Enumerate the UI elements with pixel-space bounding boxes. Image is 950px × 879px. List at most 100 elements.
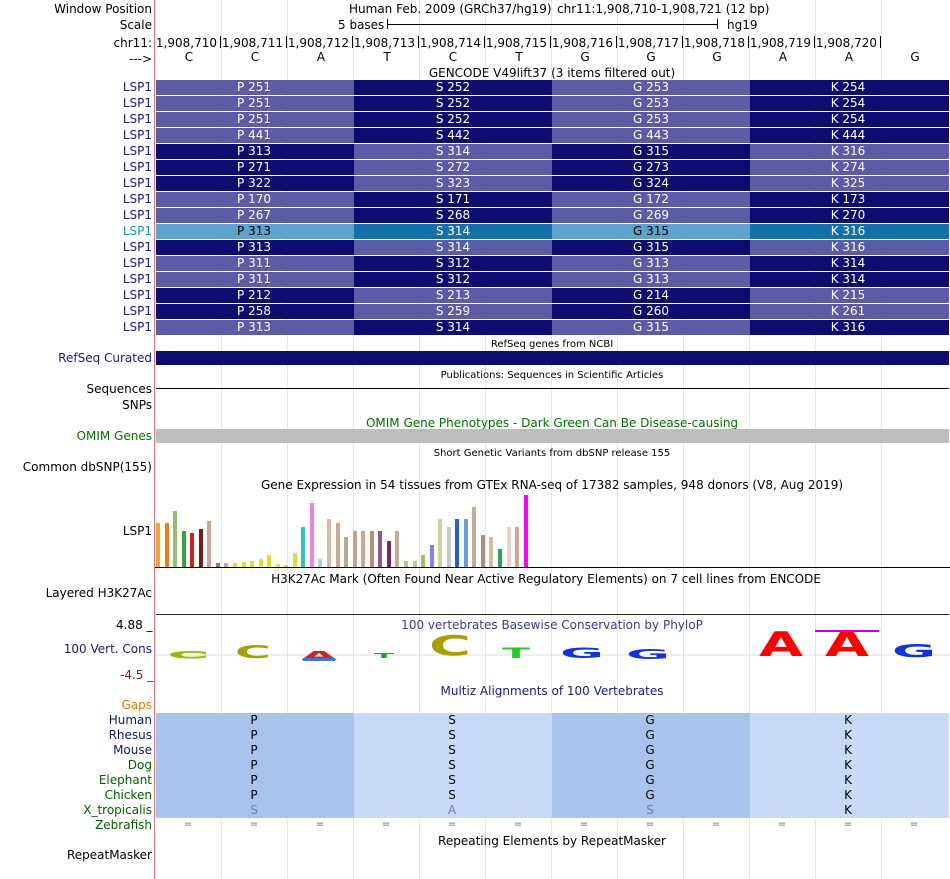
gtex-tissue-bar[interactable] [301, 527, 306, 567]
codon-segment[interactable]: G 253 [552, 80, 750, 95]
multiz-species-label[interactable]: Elephant [98, 773, 152, 787]
codon-segment[interactable]: P 251 [156, 80, 354, 95]
codon-segment[interactable]: G 260 [552, 304, 750, 319]
codon-segment[interactable]: K 274 [750, 160, 949, 175]
gtex-tissue-bar[interactable] [489, 537, 494, 567]
codon-segment[interactable]: G 269 [552, 208, 750, 223]
assembly-title[interactable]: Human Feb. 2009 (GRCh37/hg19) [349, 2, 552, 16]
multiz-species-label[interactable]: Zebrafish [95, 818, 152, 832]
gtex-tissue-bar[interactable] [429, 545, 434, 567]
codon-segment[interactable]: S 314 [354, 320, 552, 335]
multiz-species-label[interactable]: X_tropicalis [83, 803, 152, 817]
codon-segment[interactable]: G 315 [552, 240, 750, 255]
gtex-tissue-bar[interactable] [369, 531, 374, 567]
codon-segment[interactable]: S 252 [354, 96, 552, 111]
codon-segment[interactable]: P 258 [156, 304, 354, 319]
codon-segment[interactable]: G 313 [552, 256, 750, 271]
snps-label[interactable]: SNPs [122, 398, 152, 412]
codon-segment[interactable]: P 251 [156, 96, 354, 111]
gencode-gene-label[interactable]: LSP1 [122, 144, 152, 158]
codon-segment[interactable]: G 443 [552, 128, 750, 143]
gtex-expression-bars[interactable] [155, 490, 950, 567]
codon-segment[interactable]: S 252 [354, 80, 552, 95]
gtex-tissue-bar[interactable] [455, 519, 460, 567]
codon-segment[interactable]: S 252 [354, 112, 552, 127]
gtex-tissue-bar[interactable] [164, 523, 169, 567]
codon-segment[interactable]: G 253 [552, 96, 750, 111]
codon-segment[interactable]: P 170 [156, 192, 354, 207]
dbsnp-label[interactable]: Common dbSNP(155) [22, 460, 152, 474]
codon-segment[interactable]: K 254 [750, 96, 949, 111]
gencode-gene-label[interactable]: LSP1 [122, 272, 152, 286]
codon-segment[interactable]: P 322 [156, 176, 354, 191]
gtex-tissue-bar[interactable] [190, 533, 195, 567]
gencode-gene-label[interactable]: LSP1 [122, 288, 152, 302]
repeatmasker-track-title[interactable]: Repeating Elements by RepeatMasker [438, 834, 666, 848]
gtex-tissue-bar[interactable] [232, 563, 237, 567]
gencode-gene-label[interactable]: LSP1 [122, 80, 152, 94]
multiz-species-label[interactable]: Chicken [104, 788, 152, 802]
codon-segment[interactable]: G 253 [552, 112, 750, 127]
multiz-species-label[interactable]: Rhesus [108, 728, 152, 742]
codon-segment[interactable]: S 314 [354, 240, 552, 255]
gtex-tissue-bar[interactable] [361, 531, 366, 567]
multiz-species-label[interactable]: Mouse [113, 743, 152, 757]
codon-segment[interactable]: P 313 [156, 144, 354, 159]
gtex-tissue-bar[interactable] [267, 555, 272, 567]
gencode-gene-label[interactable]: LSP1 [122, 128, 152, 142]
codon-segment[interactable]: G 315 [552, 144, 750, 159]
dbsnp-track-title[interactable]: Short Genetic Variants from dbSNP releas… [433, 448, 671, 459]
gtex-tissue-bar[interactable] [352, 531, 357, 567]
codon-segment[interactable]: G 313 [552, 272, 750, 287]
codon-segment[interactable]: K 444 [750, 128, 949, 143]
codon-segment[interactable]: K 254 [750, 112, 949, 127]
codon-segment[interactable]: G 214 [552, 288, 750, 303]
gencode-gene-label[interactable]: LSP1 [122, 224, 152, 238]
h3k27ac-label[interactable]: Layered H3K27Ac [45, 586, 152, 600]
codon-segment[interactable]: S 442 [354, 128, 552, 143]
omim-label[interactable]: OMIM Genes [76, 429, 152, 443]
gtex-tissue-bar[interactable] [181, 531, 186, 567]
gencode-gene-label[interactable]: LSP1 [122, 112, 152, 126]
codon-segment[interactable]: P 313 [156, 320, 354, 335]
codon-segment[interactable]: P 313 [156, 224, 354, 239]
codon-segment[interactable]: K 316 [750, 240, 949, 255]
refseq-label[interactable]: RefSeq Curated [58, 351, 152, 365]
codon-segment[interactable]: K 316 [750, 224, 949, 239]
codon-segment[interactable]: K 316 [750, 144, 949, 159]
codon-segment[interactable]: S 314 [354, 224, 552, 239]
codon-segment[interactable]: K 254 [750, 80, 949, 95]
gtex-tissue-bar[interactable] [395, 531, 400, 567]
conservation-track-title[interactable]: 100 vertebrates Basewise Conservation by… [401, 618, 703, 632]
codon-segment[interactable]: S 323 [354, 176, 552, 191]
multiz-species-label[interactable]: Human [108, 713, 152, 727]
codon-segment[interactable]: P 311 [156, 256, 354, 271]
multiz-track-title[interactable]: Multiz Alignments of 100 Vertebrates [440, 684, 664, 698]
codon-segment[interactable]: S 171 [354, 192, 552, 207]
gaps-label[interactable]: Gaps [121, 698, 152, 712]
repeatmasker-label[interactable]: RepeatMasker [66, 848, 152, 862]
strand-arrow-label[interactable]: ---> [128, 52, 152, 66]
codon-segment[interactable]: P 311 [156, 272, 354, 287]
gtex-tissue-bar[interactable] [438, 519, 443, 567]
gencode-gene-label[interactable]: LSP1 [122, 320, 152, 334]
codon-segment[interactable]: P 313 [156, 240, 354, 255]
sequences-label[interactable]: Sequences [86, 382, 152, 396]
codon-segment[interactable]: S 312 [354, 272, 552, 287]
codon-segment[interactable]: K 261 [750, 304, 949, 319]
gtex-tissue-bar[interactable] [241, 562, 246, 567]
codon-segment[interactable]: K 314 [750, 272, 949, 287]
gtex-tissue-bar[interactable] [421, 555, 426, 567]
gencode-track-title[interactable]: GENCODE V49lift37 (3 items filtered out) [428, 66, 676, 80]
gencode-gene-label[interactable]: LSP1 [122, 240, 152, 254]
codon-segment[interactable]: G 315 [552, 224, 750, 239]
codon-segment[interactable]: P 441 [156, 128, 354, 143]
multiz-species-label[interactable]: Dog [127, 758, 152, 772]
gtex-tissue-bar[interactable] [250, 561, 255, 567]
gtex-tissue-bar[interactable] [284, 565, 289, 567]
gtex-tissue-bar[interactable] [446, 527, 451, 567]
codon-segment[interactable]: S 259 [354, 304, 552, 319]
codon-segment[interactable]: G 172 [552, 192, 750, 207]
omim-gene-bar[interactable] [156, 429, 949, 443]
gtex-tissue-bar[interactable] [515, 527, 520, 567]
